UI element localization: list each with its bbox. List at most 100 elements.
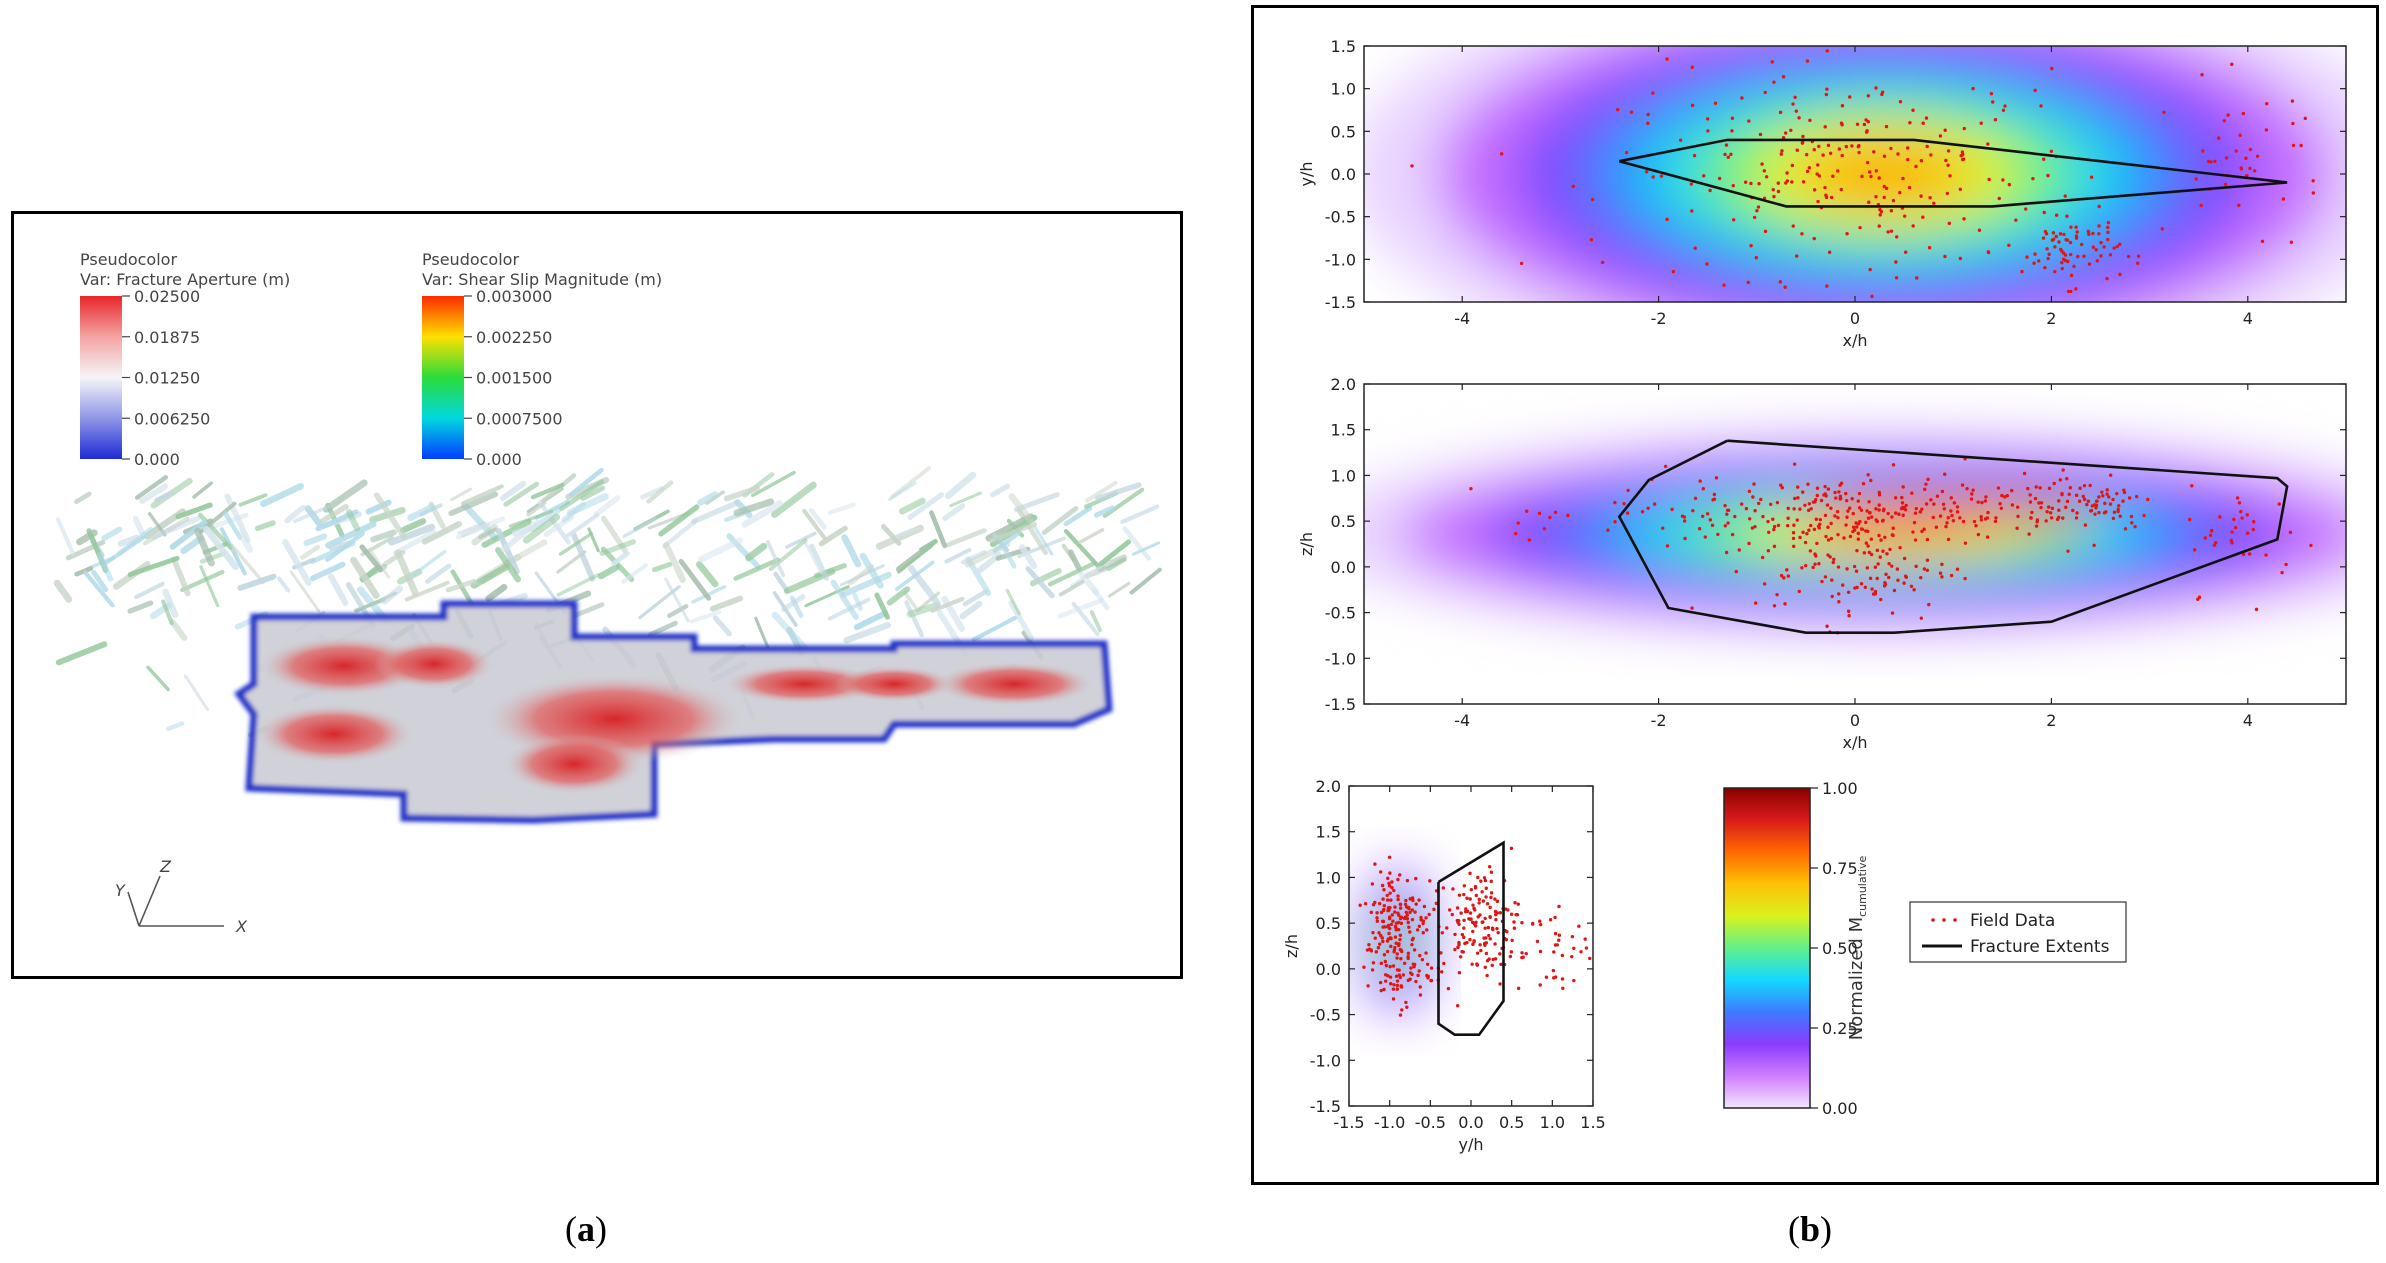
field-data-point — [1483, 916, 1487, 921]
field-data-point — [1791, 224, 1795, 228]
field-data-point — [2199, 203, 2203, 208]
field-data-point — [1690, 65, 1694, 69]
field-data-point — [2097, 495, 2101, 499]
field-data-point — [1640, 509, 1645, 514]
field-data-point — [1367, 943, 1371, 947]
field-data-point — [1496, 930, 1500, 935]
field-data-point — [1464, 907, 1468, 911]
field-data-point — [1395, 983, 1400, 988]
field-data-point — [2116, 507, 2120, 511]
field-data-point — [1823, 492, 1827, 496]
field-data-point — [1485, 902, 1490, 906]
y-tick-label: -1.5 — [1310, 1097, 1341, 1116]
field-data-point — [1516, 902, 1520, 906]
field-data-point — [1896, 152, 1900, 156]
field-data-point — [1852, 528, 1857, 532]
field-data-point — [1693, 496, 1698, 501]
field-data-point — [1408, 897, 1412, 901]
field-data-point — [1417, 924, 1422, 929]
field-data-point — [1806, 508, 1811, 513]
field-data-point — [1512, 920, 1516, 924]
field-data-point — [1870, 515, 1874, 519]
field-data-point — [2093, 503, 2097, 507]
field-data-point — [2075, 230, 2079, 234]
field-data-point — [2072, 264, 2076, 269]
field-data-point — [2194, 177, 2198, 181]
field-data-point — [1378, 942, 1382, 946]
field-data-point — [1823, 185, 1827, 190]
field-data-point — [1940, 562, 1944, 567]
field-data-point — [1474, 920, 1478, 924]
aperture-colorbar — [80, 296, 122, 459]
field-data-point — [2034, 524, 2039, 528]
field-data-point — [2094, 248, 2098, 252]
field-data-point — [2112, 246, 2116, 250]
field-data-point — [1946, 149, 1951, 153]
field-data-point — [1793, 95, 1797, 99]
field-data-point — [1406, 978, 1411, 983]
field-data-point — [1791, 306, 1794, 309]
field-data-point — [1369, 910, 1374, 915]
field-data-point — [2311, 191, 2316, 195]
scatter-points — [1469, 457, 2313, 635]
field-data-point — [1471, 903, 1475, 907]
field-data-point — [2121, 499, 2125, 503]
field-data-point — [1848, 95, 1852, 99]
field-data-point — [1379, 870, 1383, 874]
field-data-point — [1457, 893, 1462, 897]
field-data-point — [1730, 532, 1735, 537]
field-data-point — [1729, 152, 1733, 157]
field-data-point — [1911, 224, 1915, 228]
field-data-point — [1705, 117, 1710, 121]
legend-fracture-aperture: Pseudocolor Var: Fracture Aperture (m) 0… — [80, 250, 290, 469]
field-data-point — [1451, 887, 1455, 891]
field-data-point — [1751, 495, 1755, 499]
field-data-point — [2064, 505, 2068, 510]
field-data-point — [1809, 507, 1813, 511]
field-data-point — [1800, 141, 1805, 145]
field-data-point — [2162, 110, 2166, 114]
x-tick-label: 0.0 — [1458, 1113, 1483, 1132]
field-data-point — [1413, 910, 1417, 914]
legend-tick-label: 0.000 — [134, 450, 180, 469]
field-data-point — [2097, 204, 2101, 209]
y-tick-label: -1.0 — [1325, 250, 1356, 269]
field-data-point — [1881, 549, 1885, 553]
field-data-point — [1588, 956, 1592, 961]
field-data-point — [1613, 500, 1617, 505]
field-data-point — [2260, 239, 2265, 244]
field-data-point — [1799, 333, 1802, 336]
field-data-point — [1962, 217, 1966, 221]
field-data-point — [2264, 128, 2269, 132]
field-data-point — [1737, 548, 1741, 552]
colorbar-tick-label: 0.00 — [1822, 1099, 1858, 1118]
field-data-point — [1857, 506, 1862, 510]
y-tick-label: 1.0 — [1331, 80, 1356, 99]
field-data-point — [2074, 225, 2078, 229]
field-data-point — [1371, 902, 1376, 907]
field-data-point — [1382, 903, 1386, 908]
field-data-point — [1872, 150, 1876, 154]
field-data-point — [1881, 518, 1885, 522]
field-data-point — [1493, 942, 1497, 946]
x-tick-label: 1.5 — [1580, 1113, 1605, 1132]
field-data-point — [1552, 950, 1556, 954]
field-data-point — [1833, 490, 1837, 495]
field-data-point — [1801, 180, 1806, 184]
field-data-point — [1949, 573, 1954, 578]
field-data-point — [2237, 203, 2241, 208]
field-data-point — [1865, 129, 1869, 133]
field-data-point — [2094, 499, 2099, 503]
field-data-point — [1825, 284, 1829, 288]
field-data-point — [2065, 214, 2069, 218]
field-data-point — [1844, 144, 1849, 149]
field-data-point — [1381, 897, 1385, 901]
field-data-point — [1487, 865, 1492, 869]
field-data-point — [2083, 523, 2088, 527]
field-data-point — [1815, 172, 1819, 176]
field-data-point — [1387, 884, 1392, 888]
field-data-point — [1925, 568, 1930, 572]
field-data-point — [1487, 933, 1491, 938]
field-data-point — [2078, 486, 2082, 490]
field-data-point — [1509, 950, 1514, 954]
